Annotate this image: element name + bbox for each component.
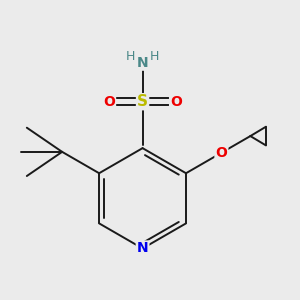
Text: N: N	[137, 56, 148, 70]
Text: N: N	[137, 242, 148, 256]
Text: S: S	[137, 94, 148, 109]
Text: O: O	[170, 95, 182, 109]
Text: H: H	[150, 50, 160, 62]
Text: H: H	[126, 50, 135, 62]
Text: O: O	[103, 95, 115, 109]
Text: O: O	[215, 146, 227, 160]
